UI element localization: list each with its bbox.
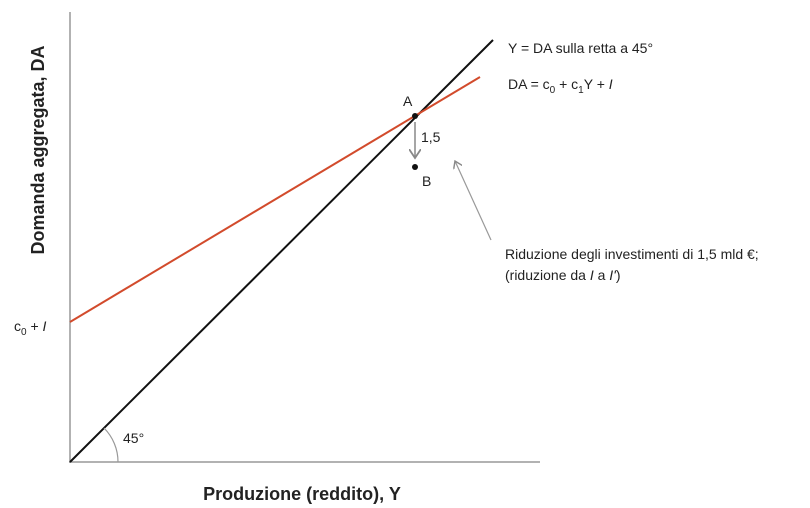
da-line <box>69 76 481 323</box>
y-axis-label: Domanda aggregata, DA <box>28 45 48 254</box>
point-a-label: A <box>403 93 413 109</box>
point-a <box>412 113 418 119</box>
y-intercept-label: c0 + I <box>14 318 47 338</box>
shift-label: 1,5 <box>421 129 441 145</box>
angle-arc <box>103 427 119 463</box>
annotation-line1: Riduzione degli investimenti di 1,5 mld … <box>505 246 759 262</box>
x-axis-label: Produzione (reddito), Y <box>203 484 401 504</box>
annotation-arrow <box>455 161 492 241</box>
da-line-label: DA = c0 + c1Y + I <box>508 76 613 96</box>
angle-label: 45° <box>123 430 144 446</box>
line-45-label: Y = DA sulla retta a 45° <box>508 40 653 56</box>
point-b-label: B <box>422 173 431 189</box>
point-b <box>412 164 418 170</box>
annotation-line2: (riduzione da I a I') <box>505 267 621 283</box>
line-45 <box>69 39 494 463</box>
